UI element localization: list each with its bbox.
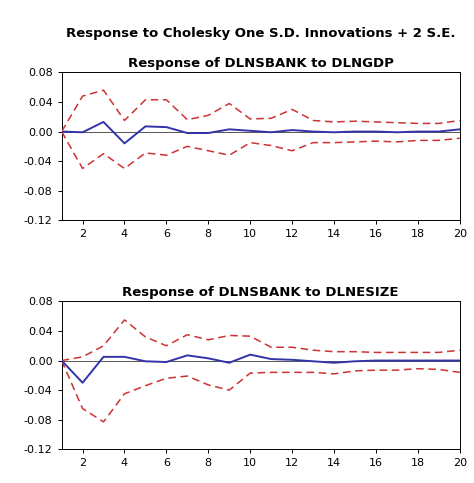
- Title: Response of DLNSBANK to DLNGDP: Response of DLNSBANK to DLNGDP: [128, 57, 393, 70]
- Text: Response to Cholesky One S.D. Innovations + 2 S.E.: Response to Cholesky One S.D. Innovation…: [66, 28, 456, 40]
- Title: Response of DLNSBANK to DLNESIZE: Response of DLNSBANK to DLNESIZE: [122, 286, 399, 299]
